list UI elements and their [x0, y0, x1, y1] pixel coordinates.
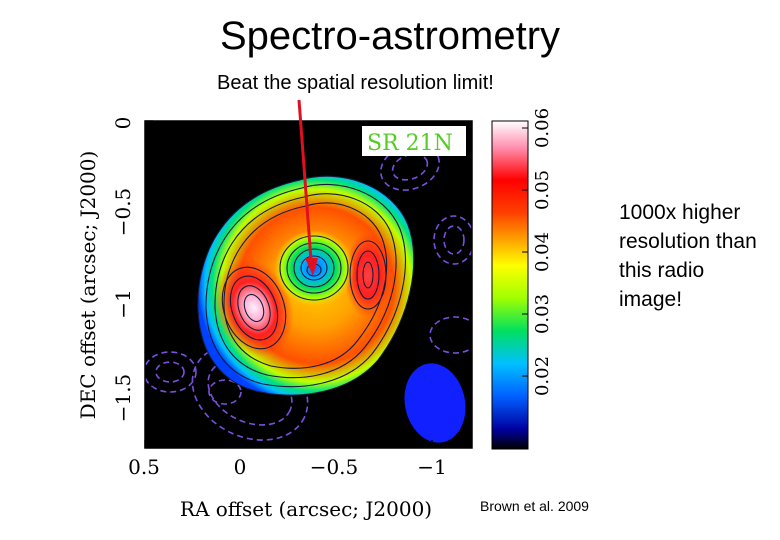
- image-frame: [144, 120, 473, 449]
- beam-ellipse: [404, 363, 466, 443]
- slide-title: Spectro-astrometry: [219, 14, 561, 58]
- axis-ticks: [144, 120, 433, 448]
- contour-lines: [197, 175, 415, 396]
- colorbar-tick-label: 0.06: [532, 108, 553, 148]
- colorbar-tick-label: 0.03: [532, 294, 553, 334]
- x-tick-label: −0.5: [310, 455, 359, 479]
- side-note: 1000x higher resolution than this radio …: [619, 201, 757, 311]
- x-tick-label: 0.5: [128, 455, 160, 479]
- x-tick-label: −1: [417, 455, 446, 479]
- annotation-arrow: [297, 99, 318, 276]
- panel-label: SR 21N: [367, 131, 453, 156]
- negative-contours: [145, 143, 472, 441]
- y-tick-label: −1.5: [111, 374, 135, 423]
- y-axis-label: DEC offset (arcsec; J2000): [76, 151, 100, 420]
- y-tick-label: 0: [111, 117, 135, 130]
- colorbar-tick-label: 0.04: [532, 232, 553, 272]
- colorbar-tick-label: 0.05: [532, 170, 553, 210]
- citation: Brown et al. 2009: [480, 498, 589, 514]
- colorbar-ticks: [522, 127, 528, 377]
- colorbar: [491, 120, 529, 450]
- y-tick-label: −1: [111, 289, 135, 318]
- y-tick-label: −0.5: [111, 188, 135, 237]
- x-tick-label: 0: [234, 455, 247, 479]
- x-axis-label: RA offset (arcsec; J2000): [180, 497, 432, 521]
- colorbar-tick-label: 0.02: [532, 356, 553, 396]
- subtitle: Beat the spatial resolution limit!: [217, 72, 494, 94]
- panel-label-box: [362, 126, 466, 156]
